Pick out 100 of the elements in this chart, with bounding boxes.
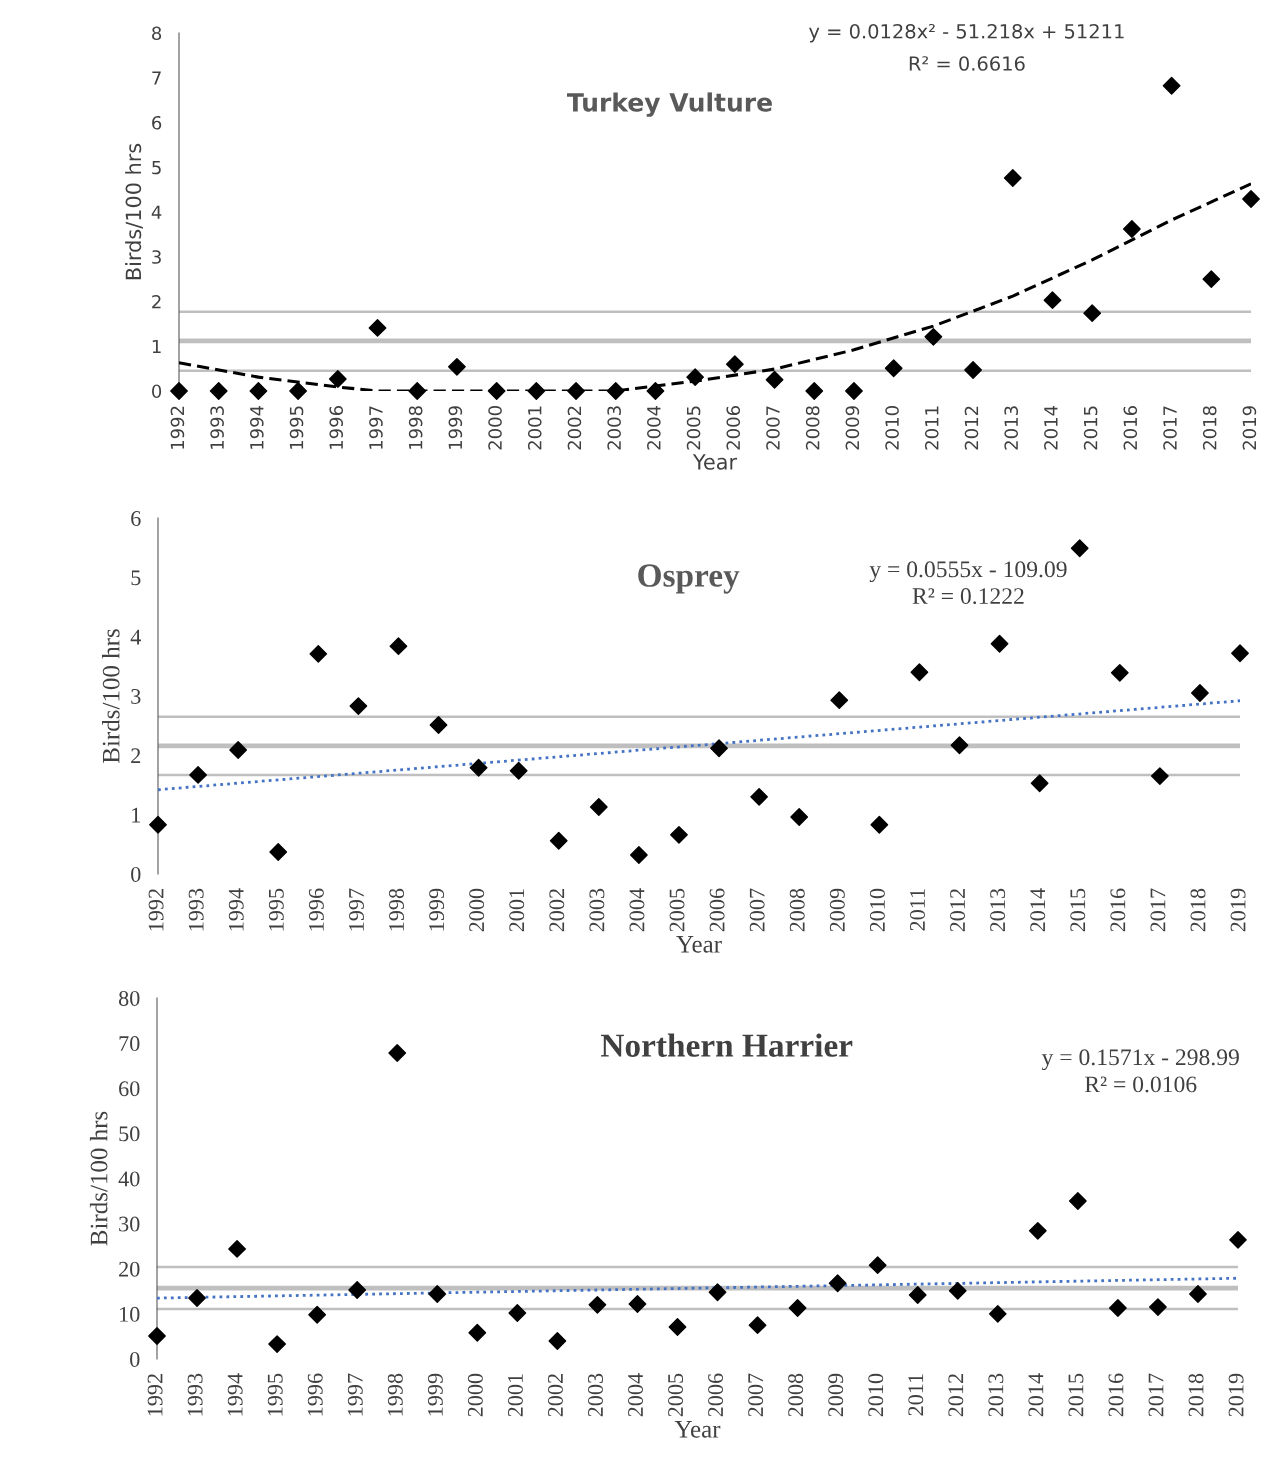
x-tick-label: 2016 — [1108, 1373, 1124, 1417]
point — [686, 368, 705, 387]
x-tick-label: 2012 — [950, 889, 966, 932]
x-tick-label: 1997 — [349, 888, 364, 931]
x-tick-label: 2013 — [1004, 406, 1019, 450]
x-tick-label: 2007 — [766, 406, 780, 450]
x-tick-label: 2015 — [1083, 406, 1098, 450]
point — [1083, 304, 1102, 323]
point — [710, 739, 728, 758]
y-tick-label: 1 — [152, 339, 161, 354]
x-tick-label: 1998 — [408, 406, 423, 449]
point — [948, 1281, 967, 1300]
x-tick-label: 2006 — [709, 888, 725, 932]
x-tick-label: 1993 — [188, 888, 204, 931]
point — [508, 1304, 527, 1322]
x-tick-label: 2010 — [868, 1373, 884, 1417]
x-tick-label: 2015 — [1070, 888, 1086, 932]
point — [1068, 1192, 1087, 1210]
x-tick-label: 1994 — [249, 405, 264, 449]
y-tick-label: 0 — [130, 1351, 140, 1367]
x-tick-label: 2009 — [829, 888, 845, 932]
point — [468, 1323, 487, 1342]
point — [589, 798, 608, 816]
point — [1030, 774, 1049, 793]
point — [788, 1299, 807, 1317]
point — [1229, 1230, 1247, 1249]
y-tick-label: 5 — [152, 160, 161, 175]
x-tick-label: 1996 — [307, 1373, 323, 1416]
point — [549, 831, 568, 850]
x-tick-label: 1994 — [227, 1373, 243, 1416]
point — [1242, 190, 1260, 208]
x-tick-label: 2002 — [549, 889, 565, 932]
annotation: y = 0.1571x - 298.99 — [1041, 1049, 1239, 1071]
x-tick-label: 2005 — [669, 888, 685, 932]
x-tick-label: 2014 — [1028, 1373, 1044, 1417]
point — [149, 815, 167, 834]
point — [868, 1256, 887, 1275]
x-tick-label: 2013 — [988, 1373, 1004, 1417]
x-tick-label: 2012 — [948, 1374, 964, 1417]
x-tick-label: 2004 — [629, 888, 645, 932]
text: Osprey — [638, 564, 740, 594]
point — [748, 1316, 767, 1335]
y-tick-label: 6 — [152, 115, 162, 130]
x-tick-label: 1992 — [148, 889, 164, 931]
x-tick-label: 2000 — [488, 406, 502, 450]
x-tick-label: 1997 — [347, 1373, 363, 1416]
x-tick-label: 2003 — [607, 406, 621, 450]
point — [646, 382, 665, 400]
x-tick-label: 1998 — [387, 1373, 403, 1416]
point — [870, 815, 889, 834]
point — [269, 843, 288, 861]
x-tick-label: 2011 — [924, 406, 939, 450]
point — [209, 382, 228, 400]
x-tick-label: 2004 — [628, 1373, 644, 1417]
x-tick-label: 2008 — [805, 406, 820, 450]
point — [924, 327, 943, 346]
point — [527, 382, 546, 400]
x-tick-label: 1993 — [187, 1373, 203, 1416]
x-tick-label: 2006 — [708, 1373, 724, 1417]
point — [1150, 767, 1169, 786]
point — [725, 355, 744, 374]
x-tick-label: 2001 — [507, 1374, 523, 1417]
y-tick-label: 10 — [120, 1306, 140, 1322]
point — [309, 644, 328, 663]
point — [268, 1335, 287, 1354]
point — [1043, 291, 1062, 310]
x-tick-label: 1995 — [267, 1373, 283, 1416]
point — [189, 766, 207, 784]
point — [1122, 220, 1141, 238]
x-tick-label: 2015 — [1068, 1373, 1084, 1417]
x-tick-label: 1997 — [369, 406, 383, 449]
point — [509, 761, 528, 780]
y-axis-title: Birds/100 hrs — [125, 143, 143, 280]
y-tick-label: 30 — [119, 1216, 140, 1232]
x-tick-label: 2014 — [1030, 888, 1046, 932]
x-tick-label: 2017 — [1148, 1373, 1164, 1417]
y-tick-label: 3 — [152, 250, 161, 264]
y-tick-label: 5 — [131, 570, 141, 586]
point — [188, 1289, 206, 1307]
y-tick-label: 50 — [119, 1126, 140, 1142]
x-tick-label: 1999 — [448, 406, 463, 449]
point — [1202, 270, 1221, 289]
x-tick-label: 2010 — [885, 406, 899, 450]
annotation: R² = 0.1222 — [912, 588, 1024, 605]
x-tick-label: 1994 — [228, 888, 244, 931]
point — [1231, 644, 1249, 663]
x-tick-label: 2019 — [1230, 888, 1246, 932]
x-tick-label: 2005 — [668, 1373, 684, 1417]
point — [428, 1285, 447, 1303]
x-tick-label: 2002 — [547, 1374, 563, 1417]
y-tick-label: 80 — [118, 990, 140, 1006]
x-tick-label: 2011 — [909, 889, 925, 931]
x-tick-label: 2009 — [828, 1373, 844, 1417]
annotation: R² = 0.0106 — [1084, 1076, 1197, 1093]
x-tick-label: 2016 — [1110, 888, 1126, 932]
x-tick-label: 2010 — [869, 888, 885, 932]
y-tick-label: 70 — [119, 1036, 140, 1052]
x-tick-label: 1992 — [170, 406, 185, 449]
x-tick-label: 2004 — [647, 405, 661, 450]
point — [1110, 663, 1129, 682]
